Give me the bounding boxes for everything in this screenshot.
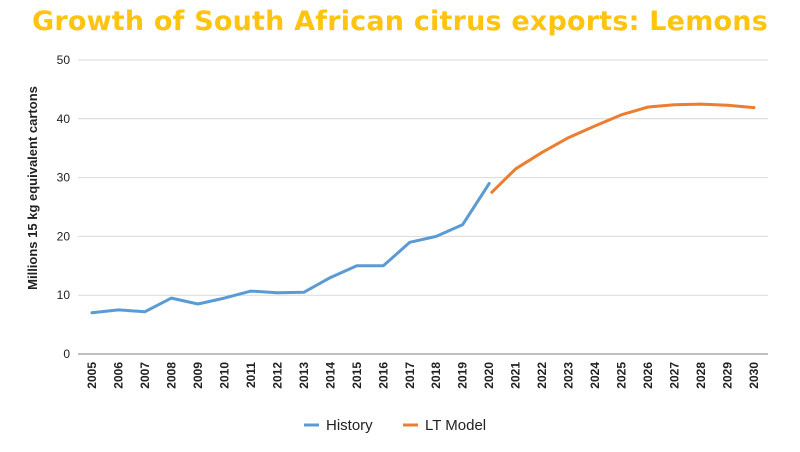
x-axis-ticks: 2005 2006 2007 2008 2009 2010 2011 2012 2013 2014… [85, 362, 761, 389]
data-point [620, 113, 623, 116]
data-point [408, 241, 411, 244]
y-axis-label: Millions 15 kg equivalent cartons [25, 86, 40, 290]
data-point [90, 311, 94, 314]
chart-title: Growth of South African citrus exports: … [32, 6, 768, 37]
x-tick-label: 2023 [562, 362, 576, 389]
series-line-history [90, 182, 491, 315]
legend: History LT Model [304, 417, 486, 434]
data-point [646, 105, 650, 109]
x-tick-label: 2021 [509, 362, 523, 389]
data-point [435, 235, 438, 238]
data-point [170, 296, 173, 300]
data-point [117, 308, 120, 312]
x-tick-label: 2010 [217, 362, 231, 389]
y-tick-label: 40 [57, 112, 71, 126]
x-tick-label: 2009 [191, 362, 205, 389]
data-point [276, 291, 279, 294]
data-point [567, 136, 570, 139]
x-tick-label: 2005 [85, 362, 99, 389]
x-tick-label: 2017 [403, 362, 417, 389]
x-tick-label: 2007 [138, 362, 152, 389]
x-tick-label: 2020 [482, 362, 496, 389]
y-tick-label: 10 [57, 288, 71, 302]
data-point [541, 151, 544, 154]
x-tick-label: 2029 [721, 362, 735, 389]
x-tick-label: 2028 [694, 362, 708, 389]
y-tick-label: 50 [57, 53, 71, 67]
y-tick-label: 0 [63, 347, 70, 361]
x-tick-label: 2024 [588, 362, 602, 389]
y-tick-label: 20 [57, 229, 71, 243]
x-tick-label: 2019 [456, 362, 470, 389]
data-point [593, 124, 597, 128]
x-tick-label: 2015 [350, 362, 364, 389]
data-point [752, 106, 756, 109]
x-tick-label: 2022 [535, 362, 549, 389]
data-point [461, 223, 464, 226]
x-tick-label: 2030 [747, 362, 761, 389]
series-line-lt-model [490, 102, 756, 194]
x-tick-label: 2025 [615, 362, 629, 389]
y-axis-ticks: 0 10 20 30 40 50 [57, 53, 71, 361]
x-tick-label: 2011 [244, 362, 258, 388]
legend-label-history: History [326, 417, 373, 434]
data-point [490, 191, 493, 194]
data-point [196, 302, 200, 306]
data-point [514, 167, 517, 170]
data-point [355, 264, 358, 267]
data-point [223, 296, 226, 300]
grid [78, 59, 768, 355]
y-tick-label: 30 [57, 171, 71, 185]
x-tick-label: 2018 [429, 362, 443, 389]
data-point [488, 182, 491, 185]
x-tick-label: 2027 [668, 362, 682, 389]
x-tick-label: 2014 [323, 362, 337, 389]
x-tick-label: 2026 [641, 362, 655, 389]
legend-label-lt-model: LT Model [425, 417, 486, 434]
x-tick-label: 2013 [297, 362, 311, 389]
data-point [726, 104, 729, 107]
x-tick-label: 2012 [270, 362, 284, 389]
data-point [329, 276, 332, 279]
data-point [143, 310, 147, 313]
data-point [699, 102, 703, 106]
data-point [382, 264, 385, 267]
x-tick-label: 2006 [111, 362, 125, 389]
x-tick-label: 2008 [164, 362, 178, 389]
data-point [302, 291, 305, 294]
data-point [673, 103, 676, 106]
x-tick-label: 2016 [376, 362, 390, 389]
data-point [249, 289, 253, 293]
series [90, 102, 756, 315]
